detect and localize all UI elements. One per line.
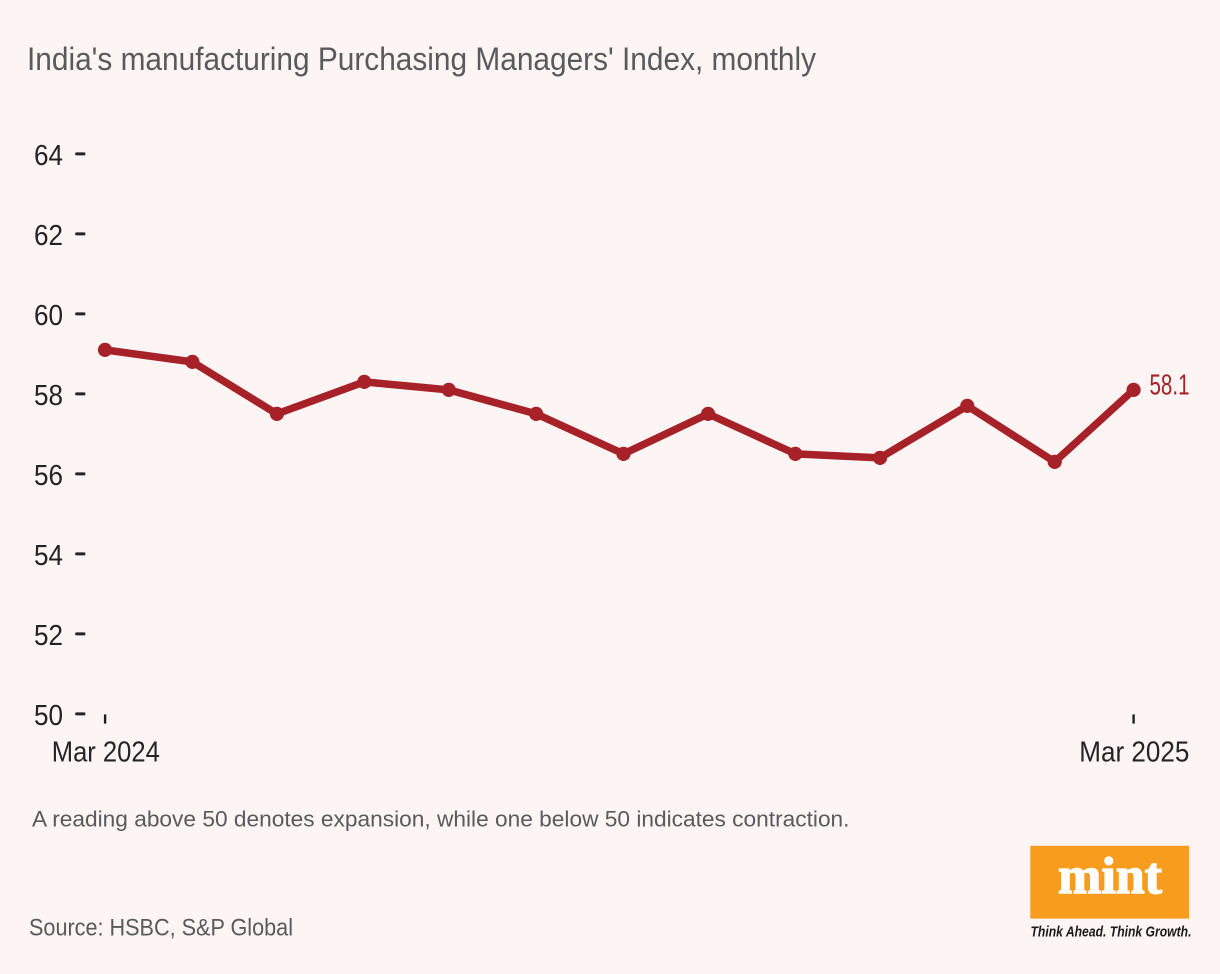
svg-text:52: 52 — [34, 620, 63, 652]
svg-text:Source: HSBC, S&P Global: Source: HSBC, S&P Global — [29, 915, 293, 942]
svg-text:Mar 2024: Mar 2024 — [52, 737, 160, 769]
svg-text:62: 62 — [34, 220, 63, 252]
svg-text:mint: mint — [1058, 848, 1163, 905]
svg-text:56: 56 — [34, 460, 63, 492]
svg-text:54: 54 — [34, 540, 63, 572]
svg-text:Think Ahead. Think Growth.: Think Ahead. Think Growth. — [1031, 924, 1192, 941]
svg-text:Mar 2025: Mar 2025 — [1079, 737, 1189, 769]
svg-text:58.1: 58.1 — [1150, 369, 1190, 401]
svg-text:64: 64 — [34, 140, 63, 172]
svg-text:60: 60 — [34, 300, 63, 332]
svg-text:50: 50 — [34, 700, 63, 732]
svg-text:A reading above 50 denotes exp: A reading above 50 denotes expansion, wh… — [32, 807, 849, 832]
svg-text:India's manufacturing Purchasi: India's manufacturing Purchasing Manager… — [27, 41, 816, 77]
svg-text:58: 58 — [34, 380, 63, 412]
